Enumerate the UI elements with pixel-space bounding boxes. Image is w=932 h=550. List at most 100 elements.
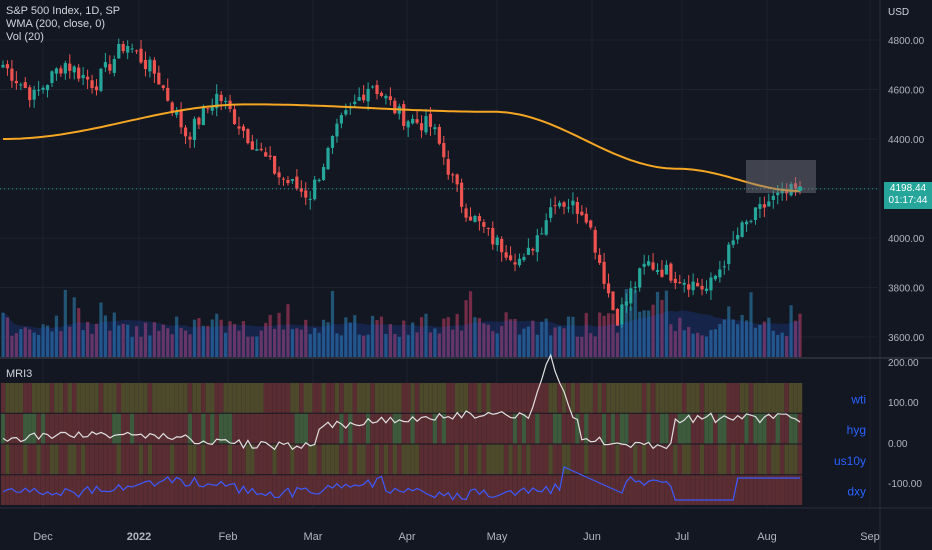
indicator-heat-cell [423,383,429,413]
indicator-heat-cell [762,475,767,505]
indicator-legend[interactable]: MRI3 [6,368,33,380]
indicator-heat-cell [454,475,460,505]
indicator-heat-cell [121,444,126,475]
volume-bar [161,324,165,357]
indicator-heat-cell [548,444,553,475]
indicator-heat-cell [570,413,576,444]
indicator-heat-cell [325,383,331,413]
candle-body [201,107,205,126]
time-tick-label: Mar [304,531,323,543]
volume-bar [215,313,219,357]
symbol-legend[interactable]: S&P 500 Index, 1D, SP [6,5,121,17]
volume-bar [201,325,205,357]
volume-legend[interactable]: Vol (20) [6,31,44,43]
indicator-heat-cell [129,383,135,413]
indicator-heat-cell [107,475,113,505]
indicator-heat-cell [423,444,429,475]
indicator-heat-cell [116,413,121,444]
indicator-heat-cell [125,383,130,413]
indicator-heat-cell [753,475,758,505]
candle-body [495,237,499,246]
candle-body [362,94,366,101]
candle-body [237,126,241,129]
indicator-heat-cell [535,475,540,505]
indicator-heat-cell [156,383,162,413]
indicator-heat-cell [285,413,291,444]
indicator-heat-cell [183,413,188,444]
indicator-heat-cell [339,444,344,475]
indicator-heat-cell [125,444,130,475]
indicator-heat-cell [490,475,495,505]
volume-bar [629,306,633,357]
volume-bar [126,324,130,357]
volume-bar [246,336,250,357]
candle-body [718,269,722,278]
indicator-heat-cell [468,413,473,444]
indicator-heat-cell [263,475,268,505]
indicator-heat-cell [610,475,616,505]
price-tick-label: 4600.00 [888,86,925,97]
candle-body [112,58,116,73]
time-tick-label: Feb [219,531,238,543]
indicator-heat-cell [690,383,696,413]
volume-bar [513,318,517,357]
indicator-heat-cell [259,444,264,475]
candle-body [762,204,766,208]
candle-body [170,102,174,113]
volume-bar [219,319,223,357]
indicator-heat-cell [383,444,389,475]
volume-bar [379,316,384,357]
indicator-heat-cell [281,444,286,475]
indicator-heat-cell [606,413,611,444]
indicator-heat-cell [357,475,362,505]
indicator-heat-cell [530,444,536,475]
indicator-heat-cell [624,444,629,475]
volume-bar [117,325,121,357]
indicator-heat-cell [503,383,509,413]
indicator-heat-cell [512,383,518,413]
indicator-heat-cell [89,475,95,505]
indicator-heat-cell [739,475,745,505]
indicator-heat-cell [624,413,629,444]
indicator-tick-label: 200.00 [888,358,919,369]
volume-bar [166,328,170,357]
indicator-heat-cell [508,383,513,413]
indicator-heat-cell [428,444,433,475]
volume-bar [451,329,455,357]
volume-bar [633,289,637,357]
indicator-heat-cell [628,383,634,413]
volume-bar [647,310,651,357]
candle-body [526,247,530,255]
candle-body [744,221,749,225]
indicator-heat-cell [628,413,634,444]
indicator-heat-cell [49,413,55,444]
indicator-heat-cell [659,413,665,444]
indicator-heat-cell [446,413,451,444]
volume-bar [553,327,557,357]
candle-body [126,46,130,53]
indicator-heat-cell [281,383,286,413]
indicator-heat-cell [218,413,224,444]
wma-legend[interactable]: WMA (200, close, 0) [6,18,106,30]
candle-body [580,211,584,216]
indicator-heat-cell [584,383,589,413]
indicator-heat-cell [468,444,473,475]
indicator-heat-cell [641,413,647,444]
candle-body [549,207,553,218]
candle-body [642,263,646,267]
indicator-heat-cell [397,444,402,475]
indicator-heat-cell [775,383,780,413]
indicator-heat-cell [655,413,660,444]
indicator-heat-cell [388,413,393,444]
indicator-heat-cell [459,475,464,505]
indicator-heat-cell [138,475,144,505]
indicator-heat-cell [316,444,322,475]
indicator-heat-cell [365,444,371,475]
indicator-heat-cell [370,444,375,475]
indicator-heat-cell [361,475,366,505]
indicator-heat-cell [463,444,469,475]
volume-bar [286,304,290,357]
candle-body [776,192,780,196]
volume-bar [566,316,571,357]
